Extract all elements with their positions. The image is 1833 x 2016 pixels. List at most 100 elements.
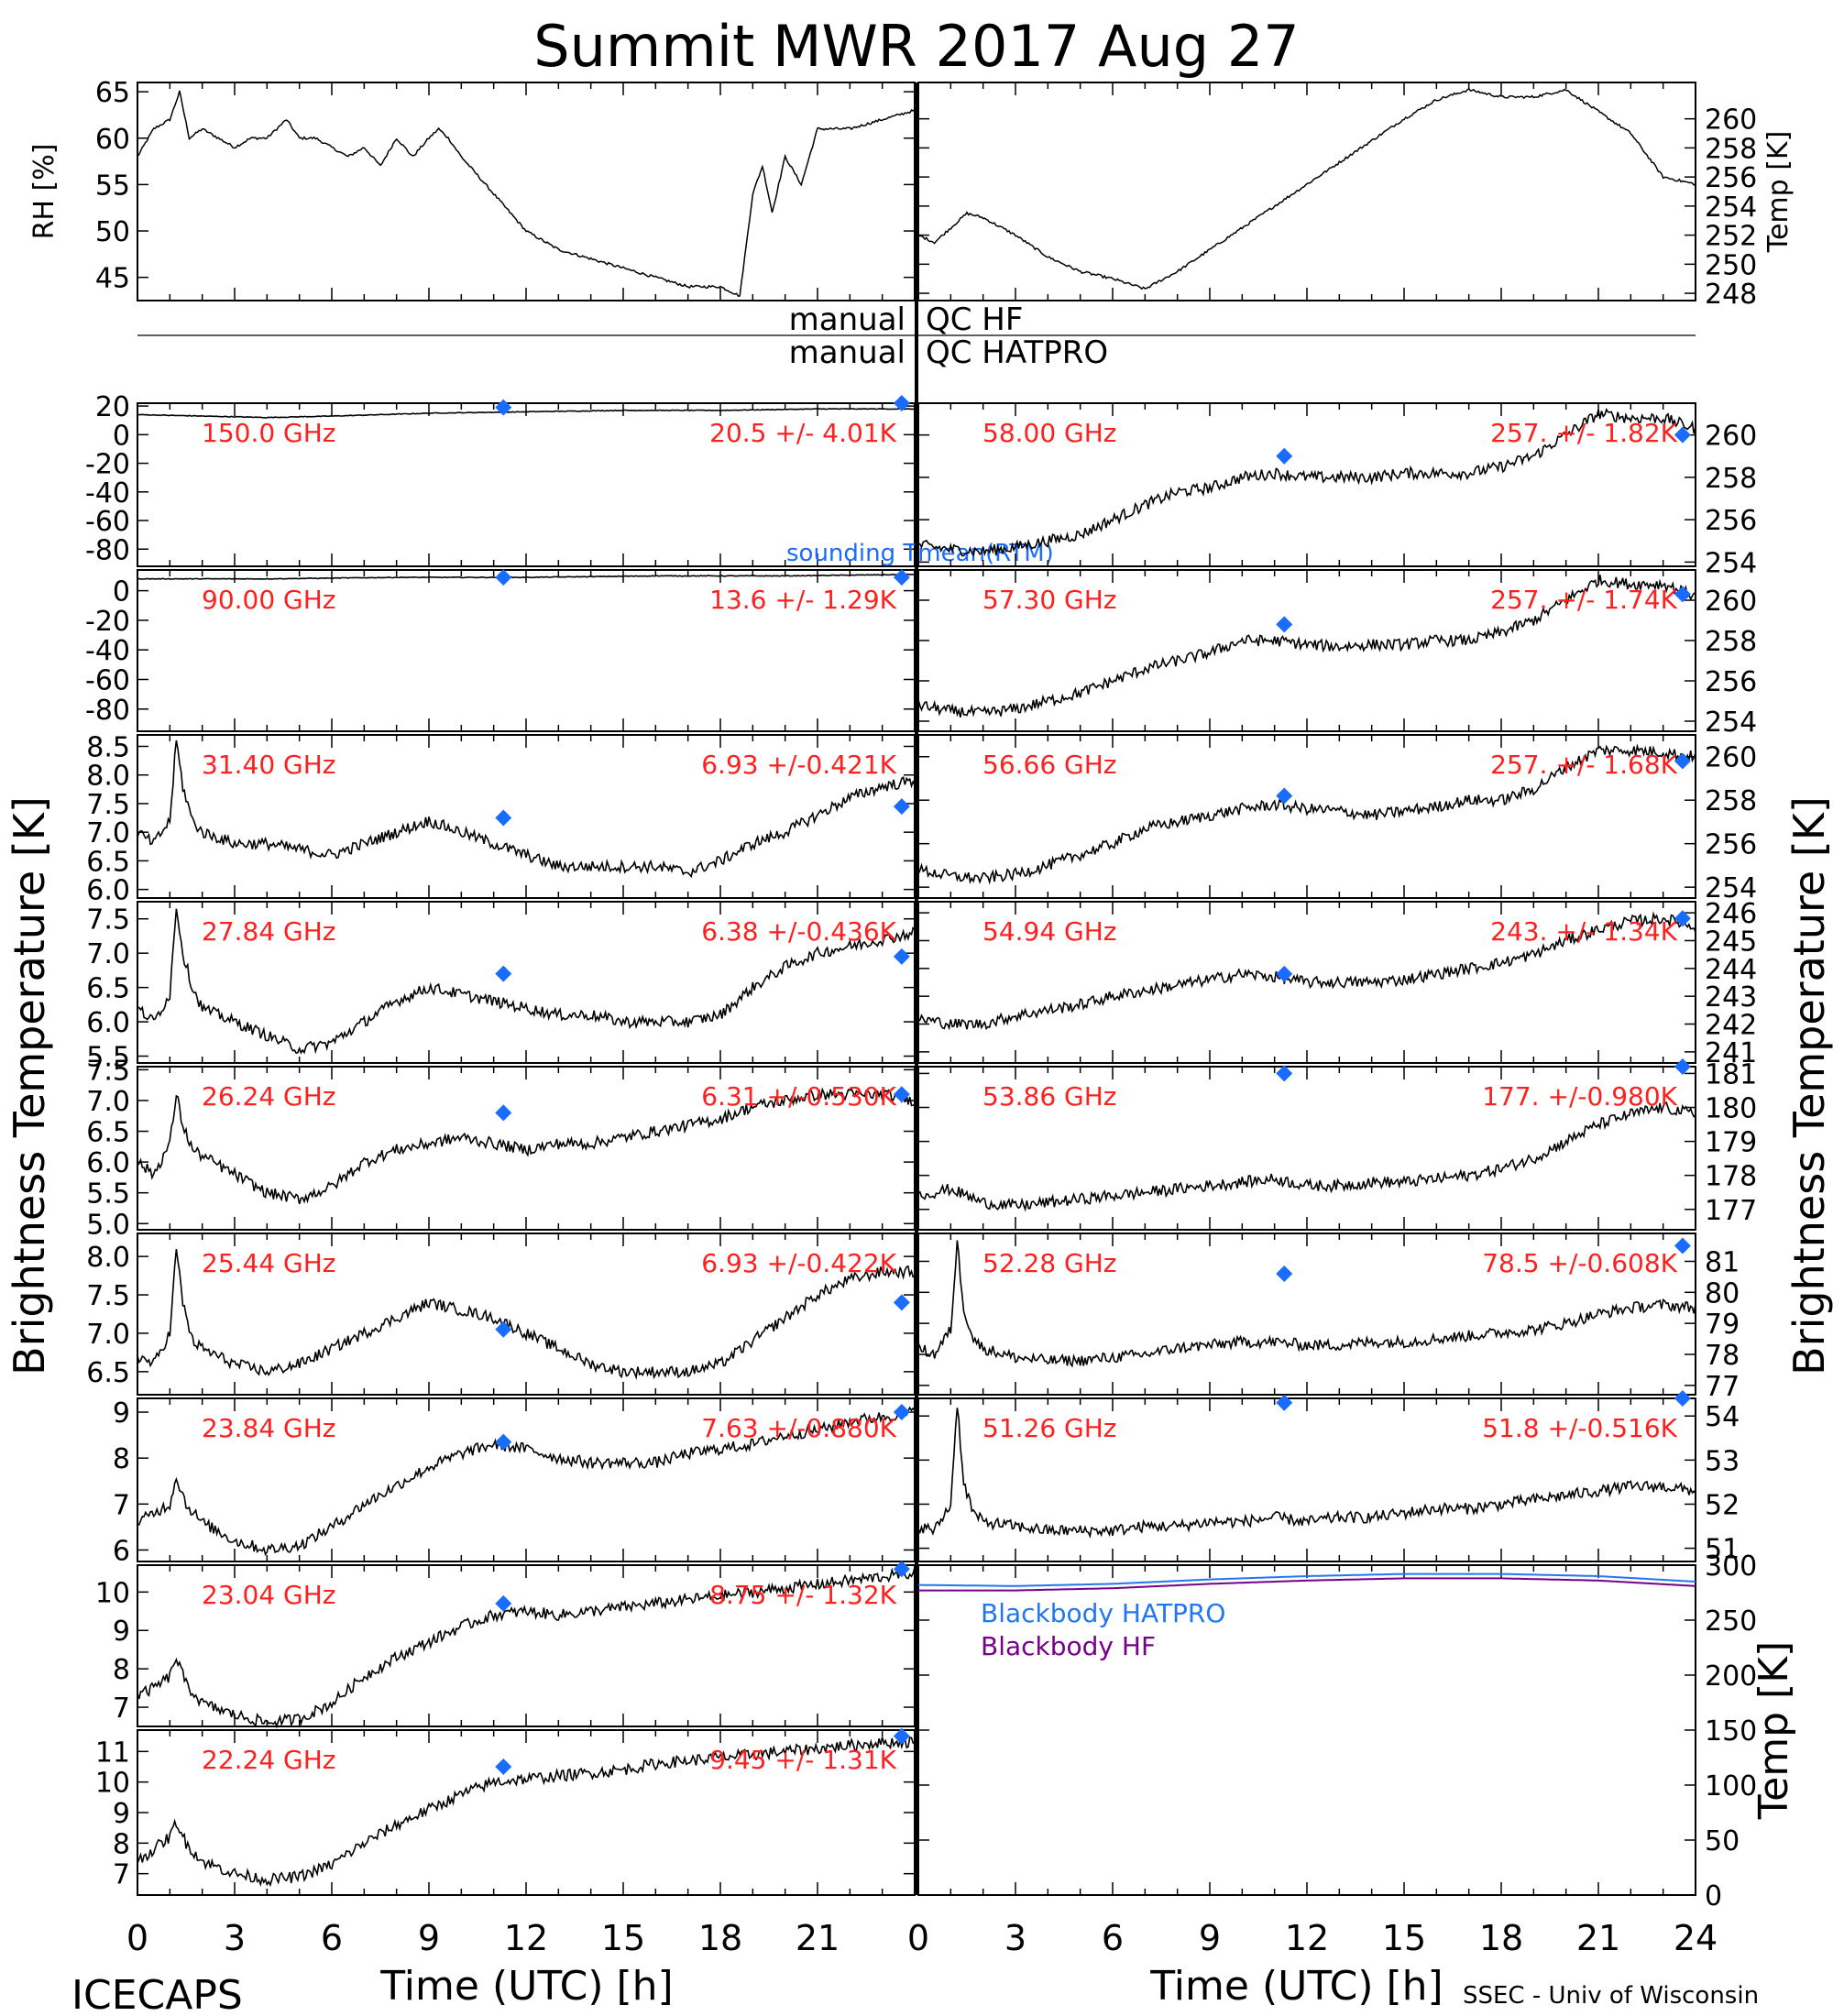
y-tick-label: 7.5 (86, 904, 130, 937)
data-trace (137, 573, 915, 580)
sounding-marker (1276, 787, 1293, 805)
stat-label: 6.31 +/-0.530K (701, 1081, 896, 1112)
qc-line1-left: manual (789, 301, 906, 338)
y-tick-label: 9 (113, 1397, 130, 1430)
y-tick-label: 258 (1705, 626, 1757, 658)
y-tick-label: 54 (1705, 1401, 1740, 1433)
freq-label: 53.86 GHz (982, 1081, 1117, 1112)
sounding-marker (893, 569, 910, 586)
sounding-marker (495, 1320, 512, 1338)
y-tick-label: 256 (1705, 666, 1757, 698)
sounding-marker (1674, 426, 1691, 444)
footer-right: SSEC - Univ of Wisconsin (1463, 1982, 1759, 2010)
panel-c5666: 260 258 256 254 56.66 GHz 257. +/- 1.68K (917, 734, 1757, 904)
sounding-marker (1674, 910, 1691, 927)
panel-c2304: 10 9 8 7 23.04 GHz 8.75 +/- 1.32K (95, 1561, 916, 1729)
y-tick-label: 8 (113, 1828, 130, 1860)
y-tick-label: 9 (113, 1616, 130, 1648)
y-tick-label: 100 (1705, 1770, 1757, 1802)
qc-line2-left: manual (789, 334, 906, 371)
y-tick-label: 10 (95, 1768, 130, 1800)
x-tick-label: 24 (1674, 1918, 1718, 1958)
y-tick-label: 200 (1705, 1660, 1757, 1693)
x-tick-label: 18 (698, 1918, 742, 1958)
sounding-marker (1674, 752, 1691, 770)
y-tick-label: 7.5 (86, 789, 130, 821)
y-tick-label: 256 (1705, 162, 1757, 194)
y-tick-label: -40 (85, 635, 130, 667)
y-tick-label: 245 (1705, 926, 1757, 958)
y-tick-label: 55 (95, 170, 130, 202)
data-trace (917, 1240, 1696, 1368)
stat-label: 177. +/-0.980K (1482, 1081, 1677, 1112)
freq-label: 27.84 GHz (202, 916, 336, 947)
y-tick-label: 258 (1705, 785, 1757, 817)
x-tick-label: 15 (1382, 1918, 1426, 1958)
y-tick-label: 7.0 (86, 1086, 130, 1118)
y-tick-label: 77 (1705, 1371, 1740, 1403)
freq-label: 56.66 GHz (982, 750, 1117, 780)
sounding-marker (893, 1404, 910, 1421)
sounding-marker (495, 1104, 512, 1122)
stat-label: 7.63 +/-0.880K (701, 1413, 896, 1443)
x-axis-label-left: Time (UTC) [h] (379, 1963, 673, 2010)
freq-label: 25.44 GHz (202, 1248, 336, 1278)
y-tick-label: 260 (1705, 586, 1757, 618)
y-tick-label: 254 (1705, 872, 1757, 904)
y-tick-label: 0 (1705, 1880, 1722, 1912)
panel-c2384: 9 8 7 6 23.84 GHz 7.63 +/-0.880K (113, 1397, 916, 1567)
y-tick-label: 179 (1705, 1127, 1757, 1159)
stat-label: 8.75 +/- 1.32K (709, 1580, 896, 1610)
right-y-axis-label: Brightness Temperature [K] (1784, 796, 1833, 1375)
y-tick-label: 8 (113, 1654, 130, 1686)
stat-label: 243. +/- 1.34K (1490, 916, 1677, 947)
y-tick-label: 7 (113, 1859, 130, 1891)
stat-label: 9.45 +/- 1.31K (709, 1745, 896, 1775)
y-tick-label: 6.5 (86, 846, 130, 878)
y-tick-label: 260 (1705, 742, 1757, 774)
y-tick-label: 260 (1705, 104, 1757, 137)
x-tick-label: 6 (321, 1918, 343, 1958)
data-trace (917, 1101, 1696, 1212)
sounding-marker (893, 395, 910, 411)
y-tick-label: 6.5 (86, 1117, 130, 1149)
stat-label: 257. +/- 1.82K (1490, 418, 1677, 448)
x-tick-label: 12 (1285, 1918, 1329, 1958)
stat-label: 13.6 +/- 1.29K (709, 585, 896, 615)
y-axis-label: Temp [K] (1751, 1641, 1797, 1820)
panel-c58: 260 258 256 254 58.00 GHz 257. +/- 1.82K (917, 402, 1757, 579)
data-trace (137, 408, 916, 419)
stat-label: 257. +/- 1.74K (1490, 585, 1677, 615)
x-tick-label: 6 (1102, 1918, 1124, 1958)
freq-label: 23.84 GHz (202, 1413, 336, 1443)
stat-label: 20.5 +/- 4.01K (709, 418, 896, 448)
y-tick-label: 0 (113, 420, 130, 452)
y-tick-label: 8.0 (86, 761, 130, 793)
data-trace (917, 575, 1696, 718)
data-trace (917, 87, 1696, 290)
panel-c2784: 7.57.06.56.05.5 27.84 GHz 6.38 +/-0.436K (86, 901, 916, 1074)
y-tick-label: 244 (1705, 954, 1757, 986)
data-trace (137, 908, 916, 1055)
y-tick-label: 7 (113, 1693, 130, 1725)
sounding-marker (495, 569, 512, 586)
sounding-marker (1276, 965, 1293, 982)
panel-frame (137, 82, 916, 301)
data-trace (137, 90, 916, 297)
data-trace (137, 1406, 916, 1557)
freq-label: 26.24 GHz (202, 1081, 336, 1112)
panel-c5126: 54 53 52 51 51.26 GHz 51.8 +/-0.516K (917, 1390, 1740, 1566)
stat-label: 51.8 +/-0.516K (1482, 1413, 1677, 1443)
y-axis-label: RH [%] (28, 144, 60, 240)
sounding-marker (1674, 1058, 1691, 1075)
stat-label: 6.93 +/-0.421K (701, 750, 896, 780)
y-tick-label: 60 (95, 124, 130, 156)
data-trace (137, 740, 916, 879)
y-tick-label: 254 (1705, 707, 1757, 739)
y-tick-label: 7.0 (86, 1319, 130, 1351)
sounding-marker (893, 1294, 910, 1311)
sounding-marker (1276, 1065, 1293, 1082)
